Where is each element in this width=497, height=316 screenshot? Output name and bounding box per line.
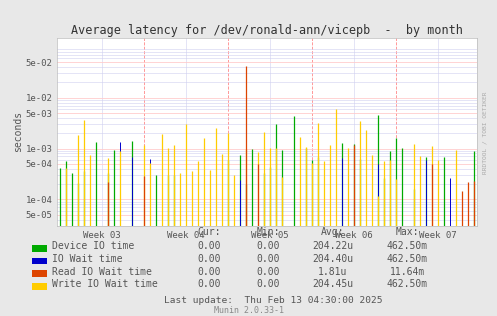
Text: 462.50m: 462.50m [387, 279, 428, 289]
Text: 1.81u: 1.81u [318, 267, 348, 276]
Text: 0.00: 0.00 [197, 267, 221, 276]
Y-axis label: seconds: seconds [12, 111, 23, 153]
Text: 0.00: 0.00 [256, 279, 280, 289]
Text: 204.40u: 204.40u [313, 254, 353, 264]
Text: Avg:: Avg: [321, 228, 345, 237]
Text: Max:: Max: [396, 228, 419, 237]
Text: Munin 2.0.33-1: Munin 2.0.33-1 [214, 306, 283, 315]
Text: RRDTOOL / TOBI OETIKER: RRDTOOL / TOBI OETIKER [482, 91, 487, 174]
Text: Read IO Wait time: Read IO Wait time [52, 267, 152, 276]
Text: IO Wait time: IO Wait time [52, 254, 123, 264]
Text: 0.00: 0.00 [256, 254, 280, 264]
Text: 204.22u: 204.22u [313, 241, 353, 251]
Text: 0.00: 0.00 [197, 241, 221, 251]
Text: Device IO time: Device IO time [52, 241, 134, 251]
Text: Last update:  Thu Feb 13 04:30:00 2025: Last update: Thu Feb 13 04:30:00 2025 [164, 296, 383, 305]
Text: 11.64m: 11.64m [390, 267, 425, 276]
Text: 462.50m: 462.50m [387, 254, 428, 264]
Text: 0.00: 0.00 [256, 267, 280, 276]
Text: 0.00: 0.00 [197, 254, 221, 264]
Text: Min:: Min: [256, 228, 280, 237]
Text: 204.45u: 204.45u [313, 279, 353, 289]
Text: 462.50m: 462.50m [387, 241, 428, 251]
Text: 0.00: 0.00 [256, 241, 280, 251]
Text: Cur:: Cur: [197, 228, 221, 237]
Text: 0.00: 0.00 [197, 279, 221, 289]
Text: Write IO Wait time: Write IO Wait time [52, 279, 158, 289]
Title: Average latency for /dev/ronald-ann/vicepb  -  by month: Average latency for /dev/ronald-ann/vice… [71, 24, 463, 37]
